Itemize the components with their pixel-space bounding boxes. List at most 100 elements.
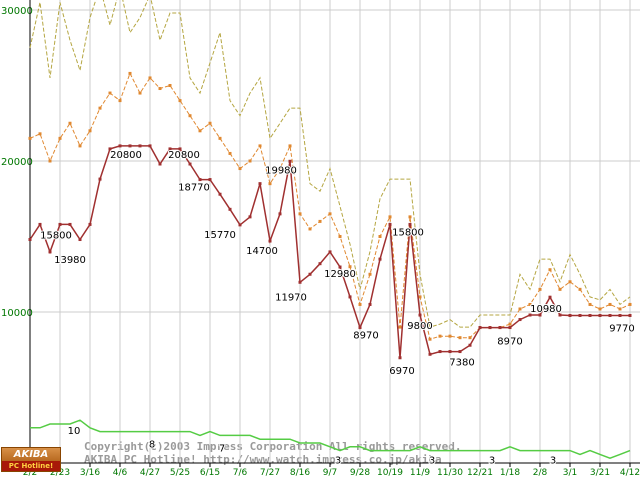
avg-price-marker <box>328 212 332 216</box>
min-price-marker <box>208 178 212 182</box>
min-price-marker <box>398 356 402 360</box>
x-axis-label: 3/21 <box>590 468 610 478</box>
avg-price-marker <box>318 219 322 223</box>
min-price-marker <box>618 313 622 317</box>
min-price-marker <box>38 222 42 226</box>
min-price-marker <box>188 162 192 166</box>
min-price-marker <box>378 257 382 261</box>
min-price-marker <box>598 313 602 317</box>
min-price-marker <box>218 192 222 196</box>
x-axis-label: 4/12 <box>620 468 640 478</box>
avg-price-marker <box>48 159 52 163</box>
avg-price-marker <box>218 136 222 140</box>
avg-price-marker <box>548 268 552 272</box>
x-axis-label: 5/25 <box>170 468 190 478</box>
min-price-marker <box>108 147 112 151</box>
avg-price-marker <box>108 91 112 95</box>
data-label-shop-count: 10 <box>68 426 81 437</box>
min-price-marker <box>578 313 582 317</box>
min-price-marker <box>538 313 542 317</box>
min-price-marker <box>508 326 512 330</box>
min-price-marker <box>408 222 412 226</box>
min-price-marker <box>438 350 442 354</box>
data-label-min-price: 14700 <box>246 246 278 257</box>
avg-price-marker <box>158 87 162 91</box>
min-price-marker <box>478 326 482 330</box>
min-price-marker <box>328 250 332 254</box>
avg-price-marker <box>368 272 372 276</box>
min-price-marker <box>268 239 272 243</box>
avg-price-marker <box>238 167 242 171</box>
avg-price-marker <box>358 302 362 306</box>
avg-price-marker <box>528 302 532 306</box>
min-price-marker <box>238 223 242 227</box>
data-label-shop-count: 3 <box>335 456 341 467</box>
avg-price-marker <box>408 215 412 219</box>
x-axis-label: 3/16 <box>80 468 100 478</box>
min-price-marker <box>448 350 452 354</box>
akiba-logo-bottom-text: PC Hotline! <box>2 461 60 471</box>
min-price-marker <box>88 222 92 226</box>
avg-price-marker <box>558 287 562 291</box>
min-price-marker <box>608 313 612 317</box>
min-price-marker <box>368 302 372 306</box>
avg-price-marker <box>128 71 132 75</box>
x-axis-label: 9/7 <box>323 468 337 478</box>
min-price-marker <box>118 144 122 148</box>
data-label-min-price: 20800 <box>110 150 142 161</box>
data-label-shop-count: 7 <box>219 443 225 454</box>
min-price-marker <box>428 352 432 356</box>
avg-price-marker <box>618 307 622 311</box>
avg-price-marker <box>538 287 542 291</box>
akiba-pc-hotline-logo: AKIBA PC Hotline! <box>2 448 60 471</box>
data-label-min-price: 10980 <box>530 304 562 315</box>
avg-price-marker <box>518 307 522 311</box>
avg-price-marker <box>198 129 202 133</box>
data-label-shop-count: 3 <box>489 456 495 467</box>
avg-price-marker <box>78 144 82 148</box>
min-price-marker <box>568 313 572 317</box>
data-label-min-price: 18770 <box>178 183 210 194</box>
min-price-marker <box>528 313 532 317</box>
avg-price-marker <box>608 302 612 306</box>
data-label-min-price: 11970 <box>275 292 307 303</box>
min-price-marker <box>128 144 132 148</box>
avg-price-marker <box>88 129 92 133</box>
avg-price-marker <box>248 159 252 163</box>
x-axis-label: 11/9 <box>410 468 430 478</box>
x-axis-label: 12/21 <box>467 468 493 478</box>
avg-price-marker <box>628 302 632 306</box>
x-axis-label: 7/27 <box>260 468 280 478</box>
data-label-min-price: 19980 <box>265 165 297 176</box>
data-label-min-price: 9800 <box>407 321 432 332</box>
min-price-marker <box>158 162 162 166</box>
data-label-min-price: 15770 <box>204 230 236 241</box>
data-label-min-price: 7380 <box>449 358 474 369</box>
avg-price-marker <box>188 114 192 118</box>
min-price-marker <box>588 313 592 317</box>
x-axis-label: 7/6 <box>233 468 248 478</box>
min-price-marker <box>498 326 502 330</box>
data-label-min-price: 13980 <box>54 255 86 266</box>
y-axis-label: 30000 <box>1 6 33 17</box>
avg-price-marker <box>208 121 212 125</box>
avg-price-marker <box>168 84 172 87</box>
avg-price-marker <box>388 215 392 219</box>
max-price-line <box>29 0 631 328</box>
x-axis-label: 2/23 <box>50 468 70 478</box>
min-price-marker <box>168 147 172 151</box>
x-axis-label: 6/15 <box>200 468 220 478</box>
data-label-shop-count: 8 <box>149 440 155 451</box>
min-price-marker <box>138 144 142 148</box>
x-axis-label: 1/18 <box>500 468 520 478</box>
avg-price-marker <box>448 334 452 338</box>
x-axis-label: 4/6 <box>113 468 128 478</box>
avg-price-marker <box>348 265 352 269</box>
avg-price-marker <box>508 322 512 326</box>
avg-price-marker <box>418 295 422 299</box>
min-price-marker <box>228 207 232 211</box>
akiba-logo-top-text: AKIBA <box>2 448 60 461</box>
min-price-marker <box>278 212 282 216</box>
data-label-min-price: 20800 <box>168 150 200 161</box>
